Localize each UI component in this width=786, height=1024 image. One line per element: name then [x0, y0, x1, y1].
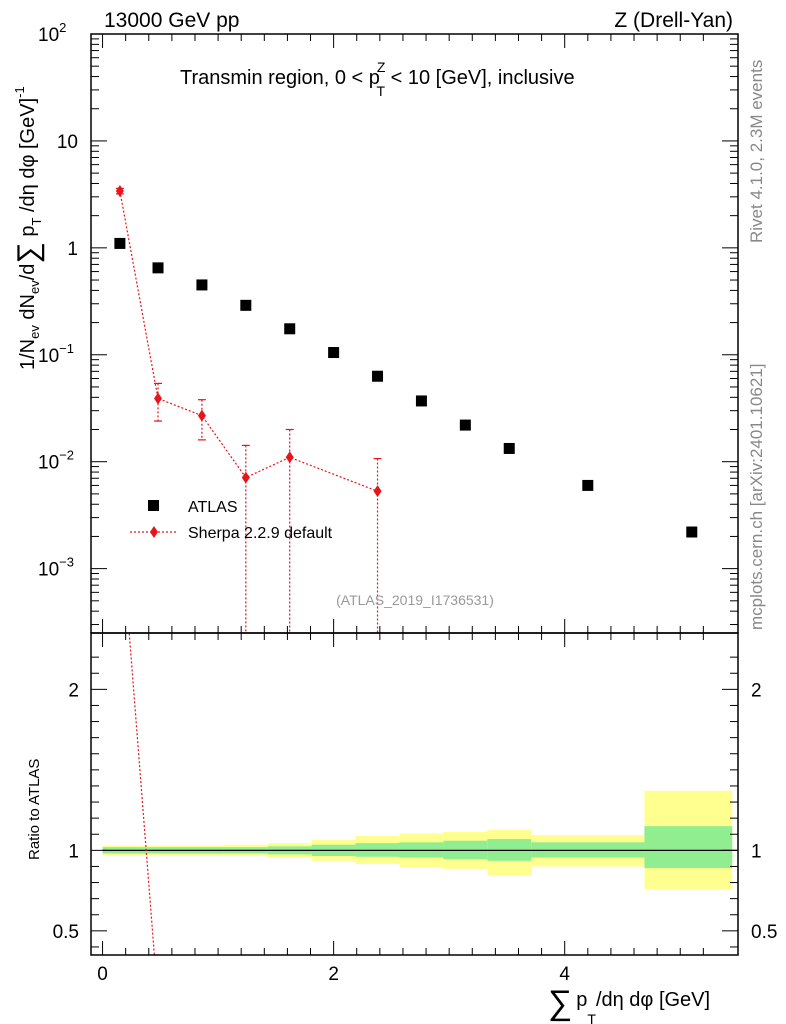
- main-frame: [90, 33, 739, 634]
- ratio-y-tick-label-right: 2: [751, 680, 762, 701]
- rivet-label: Rivet 4.1.0, 2.3M events: [747, 60, 766, 243]
- ratio-ylabel: Ratio to ATLAS: [26, 759, 43, 860]
- svg-text:∑pT/dη dφ [GeV]: ∑ pT/dη dφ [GeV]: [548, 984, 710, 1024]
- ratio-sherpa-line: [128, 633, 155, 955]
- sherpa-point: [154, 392, 163, 405]
- sherpa-point: [373, 485, 382, 498]
- atlas-point: [196, 279, 208, 291]
- sherpa-point: [115, 185, 124, 198]
- ratio-panel: 0.5 0.5 1 1 2 2 0 2 4 Ratio to ATLAS ∑ pT/dη dφ […: [26, 632, 777, 1024]
- ratio-y-tick-label-right: 0.5: [751, 922, 777, 943]
- xlabel-p: p: [576, 989, 587, 1011]
- atlas-point: [459, 419, 471, 431]
- atlas-point: [582, 479, 594, 491]
- sherpa-point: [197, 409, 206, 422]
- title-pre: Transmin region, 0 < p: [180, 67, 380, 89]
- x-tick-label: 2: [328, 964, 339, 985]
- energy-label: 13000 GeV pp: [104, 9, 239, 32]
- process-label: Z (Drell-Yan): [614, 9, 733, 32]
- legend-atlas-marker: [148, 500, 159, 511]
- legend-atlas-label: ATLAS: [188, 499, 238, 516]
- xlabel-rest: /dη dφ [GeV]: [596, 989, 710, 1011]
- atlas-point: [415, 395, 427, 407]
- x-tick-label: 0: [97, 964, 108, 985]
- sherpa-line: [119, 190, 378, 492]
- main-title: Transmin region, 0 < pZ T < 10 [GeV], inc…: [180, 59, 575, 99]
- title-sub: T: [376, 83, 385, 99]
- atlas-point: [284, 323, 296, 335]
- legend-sherpa-marker: [150, 526, 158, 538]
- ratio-frame: [90, 632, 739, 956]
- y-tick-label: 1: [67, 239, 78, 260]
- atlas-point: [152, 262, 164, 274]
- svg-text:1/Nev dNev/d∑ pT /dη dφ [GeV]: 1/Nev dNev/d∑ pT /dη dφ [GeV]-1: [12, 86, 45, 370]
- y-tick-label: 10−2: [38, 448, 74, 474]
- atlas-point: [686, 526, 698, 538]
- atlas-point: [372, 370, 384, 382]
- xlabel-sum: ∑: [548, 984, 572, 1022]
- main-panel: 102 10 1 10−1 10−2 10−3 Transmin region, 0 < …: [12, 20, 739, 634]
- y-tick-label: 10: [57, 132, 78, 153]
- y-tick-label: 102: [38, 20, 66, 46]
- ratio-y-tick-label: 2: [68, 680, 79, 701]
- title-sup: Z: [377, 59, 386, 75]
- ratio-y-tick-label-right: 1: [751, 841, 762, 862]
- analysis-label: (ATLAS_2019_I1736531): [336, 592, 494, 608]
- xlabel-sub: T: [587, 1011, 596, 1024]
- legend: ATLAS Sherpa 2.2.9 default: [130, 499, 333, 542]
- sherpa-point: [285, 451, 294, 464]
- title-post: < 10 [GeV], inclusive: [385, 67, 575, 89]
- atlas-point: [114, 237, 126, 249]
- y-tick-label: 10−1: [38, 341, 74, 367]
- atlas-point: [328, 347, 340, 359]
- atlas-point: [503, 442, 515, 454]
- xlabel: ∑ pT/dη dφ [GeV]: [548, 984, 710, 1024]
- ratio-y-tick-label: 1: [68, 841, 79, 862]
- legend-sherpa-label: Sherpa 2.2.9 default: [188, 525, 333, 542]
- y-tick-label: 10−3: [38, 555, 74, 581]
- ratio-inner-band: [644, 826, 733, 869]
- atlas-point: [240, 299, 252, 311]
- sherpa-point: [241, 471, 250, 484]
- main-ylabel: 1/Nev dNev/d∑ pT /dη dφ [GeV]-1: [12, 86, 45, 370]
- mcplots-label: mcplots.cern.ch [arXiv:2401.10621]: [747, 364, 766, 630]
- ratio-y-tick-label: 0.5: [53, 922, 79, 943]
- x-tick-label: 4: [559, 964, 570, 985]
